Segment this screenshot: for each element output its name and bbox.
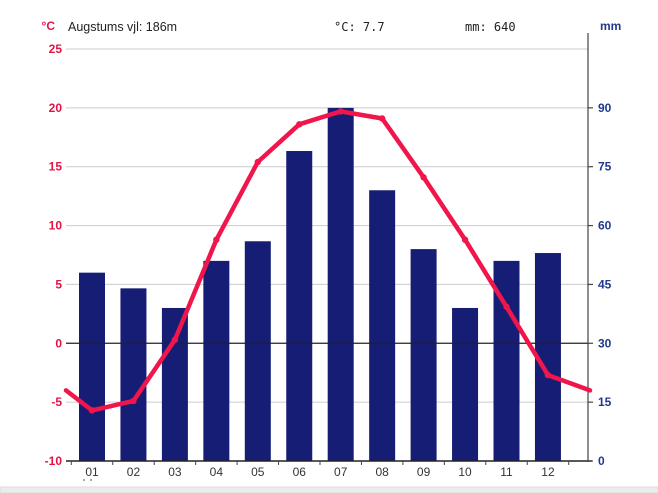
precipitation-bar xyxy=(203,260,230,461)
axis-labels-layer: 25 20 15 10 5 0 -5 -10 90 75 60 45 30 15 0 01 02 03 04 05 06… xyxy=(45,42,612,479)
temp-axis-unit-label: °C xyxy=(42,19,56,33)
month-label: 11 xyxy=(500,465,513,479)
total-precipitation-label: mm: 640 xyxy=(465,20,516,34)
month-label: 07 xyxy=(334,465,348,479)
precipitation-bar xyxy=(369,190,396,461)
precip-axis-tick-label: 15 xyxy=(598,395,612,409)
station-altitude-label: Augstums vjl: 186m xyxy=(68,20,177,34)
temp-axis-tick-label: -10 xyxy=(45,454,63,468)
temperature-point xyxy=(88,407,96,414)
precip-axis-tick-label: 75 xyxy=(598,160,612,174)
month-label: 08 xyxy=(375,465,389,479)
precip-axis-unit-label: mm xyxy=(600,19,621,33)
mean-temperature-label: °C: 7.7 xyxy=(334,20,385,34)
temp-axis-tick-label: 10 xyxy=(49,219,63,233)
month-label: 01 xyxy=(85,465,99,479)
precip-axis-tick-label: 45 xyxy=(598,277,612,291)
precipitation-bar xyxy=(327,107,354,461)
precip-axis-tick-label: 60 xyxy=(598,219,612,233)
temperature-line-layer xyxy=(63,108,593,414)
gridline-layer xyxy=(66,48,588,403)
precip-axis-tick-label: 90 xyxy=(598,101,612,115)
precipitation-bars-layer xyxy=(79,107,561,461)
temp-axis-tick-label: 15 xyxy=(49,160,63,174)
precip-axis-tick-label: 0 xyxy=(598,454,605,468)
temperature-point xyxy=(503,303,510,310)
month-label: 12 xyxy=(541,465,555,479)
month-label: 06 xyxy=(293,465,307,479)
artifact-dot xyxy=(90,479,92,481)
month-label: 03 xyxy=(168,465,182,479)
temperature-line xyxy=(63,109,593,413)
precipitation-bar xyxy=(410,249,437,461)
precipitation-bar xyxy=(452,307,479,461)
temperature-point xyxy=(420,174,427,181)
temperature-point xyxy=(461,236,469,243)
temperature-point xyxy=(544,371,552,379)
temperature-point xyxy=(213,236,220,243)
temp-axis-tick-label: 25 xyxy=(49,42,63,56)
precipitation-bar xyxy=(161,307,188,461)
artifact-dot xyxy=(83,479,85,481)
temp-axis-tick-label: -5 xyxy=(51,395,62,409)
month-label: 05 xyxy=(251,465,265,479)
precip-axis-tick-label: 30 xyxy=(598,336,612,350)
precipitation-bar xyxy=(244,241,271,461)
temperature-point xyxy=(254,158,261,166)
temp-axis-tick-label: 20 xyxy=(49,101,63,115)
temperature-point xyxy=(130,397,137,405)
footer-strip xyxy=(0,486,658,493)
temp-axis-tick-label: 0 xyxy=(55,336,62,350)
month-label: 09 xyxy=(417,465,431,479)
temp-axis-tick-label: 5 xyxy=(55,277,62,291)
temperature-point xyxy=(378,115,386,122)
precipitation-bar xyxy=(120,288,147,461)
month-label: 02 xyxy=(127,465,141,479)
temperature-point xyxy=(296,121,303,128)
precipitation-bar xyxy=(286,151,313,461)
month-label: 04 xyxy=(210,465,224,479)
month-label: 10 xyxy=(458,465,472,479)
precipitation-bar xyxy=(79,272,105,461)
temperature-point xyxy=(171,336,179,343)
temperature-point xyxy=(337,108,344,115)
